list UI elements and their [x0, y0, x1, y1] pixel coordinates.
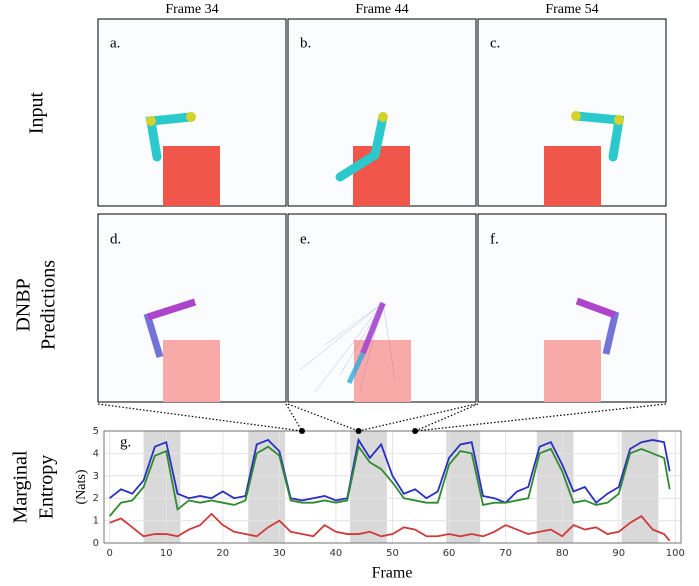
- y-axis-label: Entropy: [36, 455, 58, 519]
- panel-label: g.: [120, 434, 131, 450]
- frame-marker: [298, 428, 305, 434]
- connector: [358, 403, 477, 432]
- panel-label: a.: [110, 35, 120, 51]
- series-line: [109, 512, 671, 542]
- x-axis-label: Frame: [372, 565, 413, 582]
- x-tick-label: 60: [443, 548, 456, 559]
- panels: a. b. c. d. e. f.: [97, 18, 667, 403]
- panel-label: d.: [110, 231, 121, 247]
- plot-border: [103, 430, 682, 544]
- y-tick-label: 3: [93, 471, 99, 482]
- target-box: [544, 340, 601, 402]
- panel-label: e.: [300, 231, 310, 247]
- column-header: Frame 34: [165, 2, 218, 17]
- target-box: [353, 146, 410, 206]
- shaded-span: [446, 431, 481, 543]
- connector: [414, 403, 479, 432]
- x-tick-label: 50: [386, 548, 399, 559]
- x-tick-label: 40: [330, 548, 343, 559]
- x-tick-label: 80: [556, 548, 569, 559]
- y-axis-label: Marginal: [10, 450, 32, 523]
- shaded-span: [143, 431, 181, 543]
- predicted-arm: [143, 297, 620, 393]
- joints: [146, 111, 624, 126]
- panel-label: b.: [300, 35, 311, 51]
- target-box: [163, 340, 220, 402]
- y-tick-label: 5: [93, 426, 99, 437]
- x-tick-label: 90: [612, 548, 625, 559]
- x-tick-label: 70: [499, 548, 512, 559]
- row-label: Input: [26, 91, 48, 134]
- target-box: [544, 146, 601, 206]
- shaded-span: [350, 431, 387, 543]
- frame-marker: [412, 428, 419, 434]
- column-header: Frame 44: [355, 2, 408, 17]
- x-tick-label: 0: [106, 548, 112, 559]
- panel-label: f.: [490, 231, 499, 247]
- x-tick-label: 100: [666, 548, 685, 559]
- x-tick-label: 30: [273, 548, 286, 559]
- panel-label: c.: [490, 35, 500, 51]
- series-line: [108, 444, 671, 517]
- column-header: Frame 54: [545, 2, 598, 17]
- row-label: DNBP: [13, 278, 35, 331]
- x-tick-label: 10: [160, 548, 173, 559]
- target-box: [163, 146, 220, 206]
- y-axis-unit: (Nats): [74, 469, 89, 504]
- y-tick-label: 2: [93, 493, 99, 504]
- y-tick-label: 4: [93, 448, 99, 459]
- connector: [415, 403, 667, 432]
- row-label: Predictions: [38, 260, 60, 350]
- connector: [97, 403, 303, 432]
- y-tick-label: 1: [93, 516, 99, 527]
- series-line: [109, 437, 671, 504]
- y-tick-label: 0: [93, 538, 99, 549]
- x-tick-label: 20: [216, 548, 229, 559]
- frame-marker: [355, 428, 362, 434]
